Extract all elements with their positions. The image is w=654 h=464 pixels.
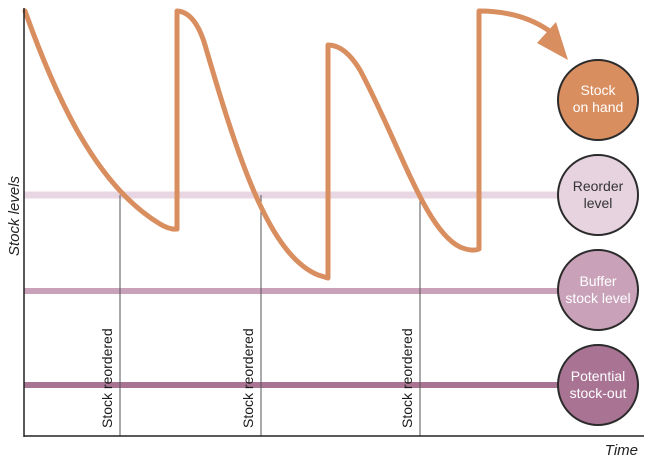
- legend-text-line: stock-out: [570, 385, 627, 401]
- legend-text-line: stock level: [565, 290, 630, 306]
- legend-stock-on-hand: Stock on hand: [557, 59, 639, 141]
- legend-text-line: Potential: [571, 368, 625, 384]
- y-axis-label: Stock levels: [6, 175, 23, 256]
- legend-circle-buffer-stock-level: [557, 249, 639, 331]
- legend-circle-stock-on-hand: [557, 59, 639, 141]
- legend-text-line: Stock: [580, 82, 616, 98]
- legend-reorder-level: Reorder level: [557, 154, 639, 236]
- legend-text-line: level: [584, 195, 613, 211]
- arrow-head-icon: [537, 22, 568, 60]
- stock-on-hand-curve: [22, 8, 551, 281]
- legend-buffer-stock-level: Buffer stock level: [557, 249, 639, 331]
- legend-text-line: Reorder: [573, 178, 624, 194]
- legend-circle-reorder-level: [557, 154, 639, 236]
- stock-reordered-label: Stock reordered: [99, 328, 115, 428]
- legend-text-line: on hand: [573, 99, 624, 115]
- legend-text-line: Buffer: [579, 273, 616, 289]
- stock-reordered-label: Stock reordered: [240, 328, 256, 428]
- legend-potential-stock-out: Potential stock-out: [557, 344, 639, 426]
- stock-reordered-label: Stock reordered: [399, 328, 415, 428]
- x-axis-label: Time: [605, 442, 638, 459]
- legend-circle-potential-stock-out: [557, 344, 639, 426]
